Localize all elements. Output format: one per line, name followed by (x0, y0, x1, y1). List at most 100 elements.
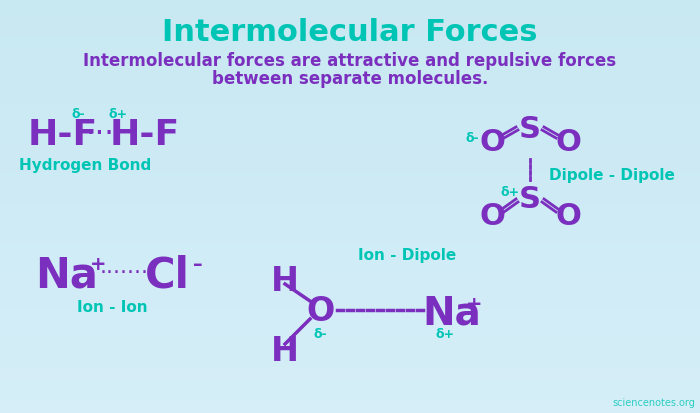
Bar (0, 376, 700, 380)
Text: Cl: Cl (145, 254, 190, 296)
Bar (0, 58, 700, 62)
Bar (0, 396, 700, 401)
Bar (0, 153, 700, 157)
Bar (0, 165, 700, 169)
Bar (0, 359, 700, 363)
Bar (0, 50, 700, 54)
Bar (0, 231, 700, 235)
Text: Ion - Ion: Ion - Ion (77, 299, 147, 314)
Bar (0, 202, 700, 206)
Bar (0, 388, 700, 392)
Text: Hydrogen Bond: Hydrogen Bond (19, 158, 151, 173)
Bar (0, 140, 700, 145)
Bar (0, 41, 700, 45)
Bar (0, 0, 700, 4)
Bar (0, 21, 700, 25)
Bar (0, 384, 700, 388)
Text: δ+: δ+ (108, 108, 127, 121)
Bar (0, 136, 700, 140)
Bar (0, 206, 700, 211)
Bar (0, 301, 700, 306)
Bar (0, 252, 700, 256)
Bar (0, 372, 700, 376)
Bar (0, 330, 700, 335)
Text: H: H (271, 334, 299, 367)
Bar (0, 17, 700, 21)
Bar (0, 343, 700, 347)
Bar (0, 306, 700, 310)
Text: +: + (466, 294, 482, 313)
Bar (0, 347, 700, 351)
Bar (0, 95, 700, 99)
Bar (0, 70, 700, 74)
Text: –: – (193, 254, 202, 273)
Text: O: O (555, 202, 581, 230)
Bar (0, 33, 700, 37)
Bar (0, 186, 700, 190)
Bar (0, 37, 700, 41)
Text: S: S (519, 115, 541, 144)
Bar (0, 297, 700, 301)
Text: δ-: δ- (71, 108, 85, 121)
Bar (0, 29, 700, 33)
Text: Na: Na (422, 294, 481, 332)
Bar (0, 401, 700, 405)
Bar (0, 310, 700, 314)
Bar (0, 281, 700, 285)
Bar (0, 87, 700, 91)
Text: ·······: ······· (100, 262, 149, 282)
Text: δ-: δ- (466, 132, 479, 145)
Bar (0, 219, 700, 223)
Bar (0, 409, 700, 413)
Text: δ-: δ- (313, 327, 327, 340)
Bar (0, 107, 700, 112)
Bar (0, 4, 700, 8)
Bar (0, 248, 700, 252)
Bar (0, 145, 700, 149)
Bar (0, 182, 700, 186)
Bar (0, 54, 700, 58)
Bar (0, 392, 700, 396)
Bar (0, 99, 700, 103)
Bar (0, 12, 700, 17)
Bar (0, 240, 700, 244)
Bar (0, 268, 700, 273)
Bar (0, 351, 700, 355)
Bar (0, 285, 700, 289)
Text: Intermolecular forces are attractive and repulsive forces: Intermolecular forces are attractive and… (83, 52, 617, 70)
Bar (0, 256, 700, 260)
Text: Ion - Dipole: Ion - Dipole (358, 247, 456, 262)
Bar (0, 355, 700, 359)
Bar (0, 132, 700, 136)
Bar (0, 128, 700, 132)
Text: O: O (479, 202, 505, 230)
Bar (0, 169, 700, 173)
Text: H: H (271, 264, 299, 297)
Bar (0, 339, 700, 343)
Text: between separate molecules.: between separate molecules. (212, 70, 488, 88)
Bar (0, 103, 700, 107)
Text: δ+: δ+ (435, 327, 454, 340)
Bar (0, 335, 700, 339)
Bar (0, 173, 700, 178)
Text: O: O (306, 294, 334, 327)
Bar (0, 289, 700, 293)
Bar (0, 91, 700, 95)
Text: H-F: H-F (28, 118, 98, 152)
Bar (0, 293, 700, 297)
Bar (0, 116, 700, 120)
Bar (0, 260, 700, 264)
Bar (0, 223, 700, 227)
Bar (0, 8, 700, 12)
Text: O: O (555, 128, 581, 157)
Bar (0, 74, 700, 78)
Bar (0, 273, 700, 277)
Text: +: + (90, 254, 106, 273)
Bar (0, 78, 700, 83)
Bar (0, 264, 700, 268)
Text: ···: ··· (85, 120, 114, 149)
Bar (0, 363, 700, 368)
Bar (0, 149, 700, 153)
Bar (0, 368, 700, 372)
Bar (0, 227, 700, 231)
